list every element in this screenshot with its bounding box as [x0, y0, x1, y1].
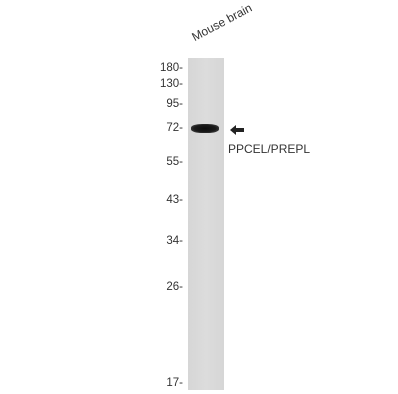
marker-label-55: 55- — [166, 156, 183, 168]
marker-label-95: 95- — [166, 98, 183, 110]
marker-label-17: 17- — [166, 377, 183, 389]
protein-band — [191, 124, 219, 133]
marker-label-34: 34- — [166, 235, 183, 247]
arrow-left-icon — [230, 125, 244, 135]
marker-label-72: 72- — [166, 122, 183, 134]
marker-label-26: 26- — [166, 281, 183, 293]
marker-label-130: 130- — [159, 78, 183, 90]
marker-label-180: 180- — [159, 62, 183, 74]
marker-label-43: 43- — [166, 194, 183, 206]
target-protein-label: PPCEL/PREPL — [228, 142, 311, 156]
sample-label: Mouse brain — [189, 0, 255, 45]
blot-lane — [188, 58, 224, 390]
